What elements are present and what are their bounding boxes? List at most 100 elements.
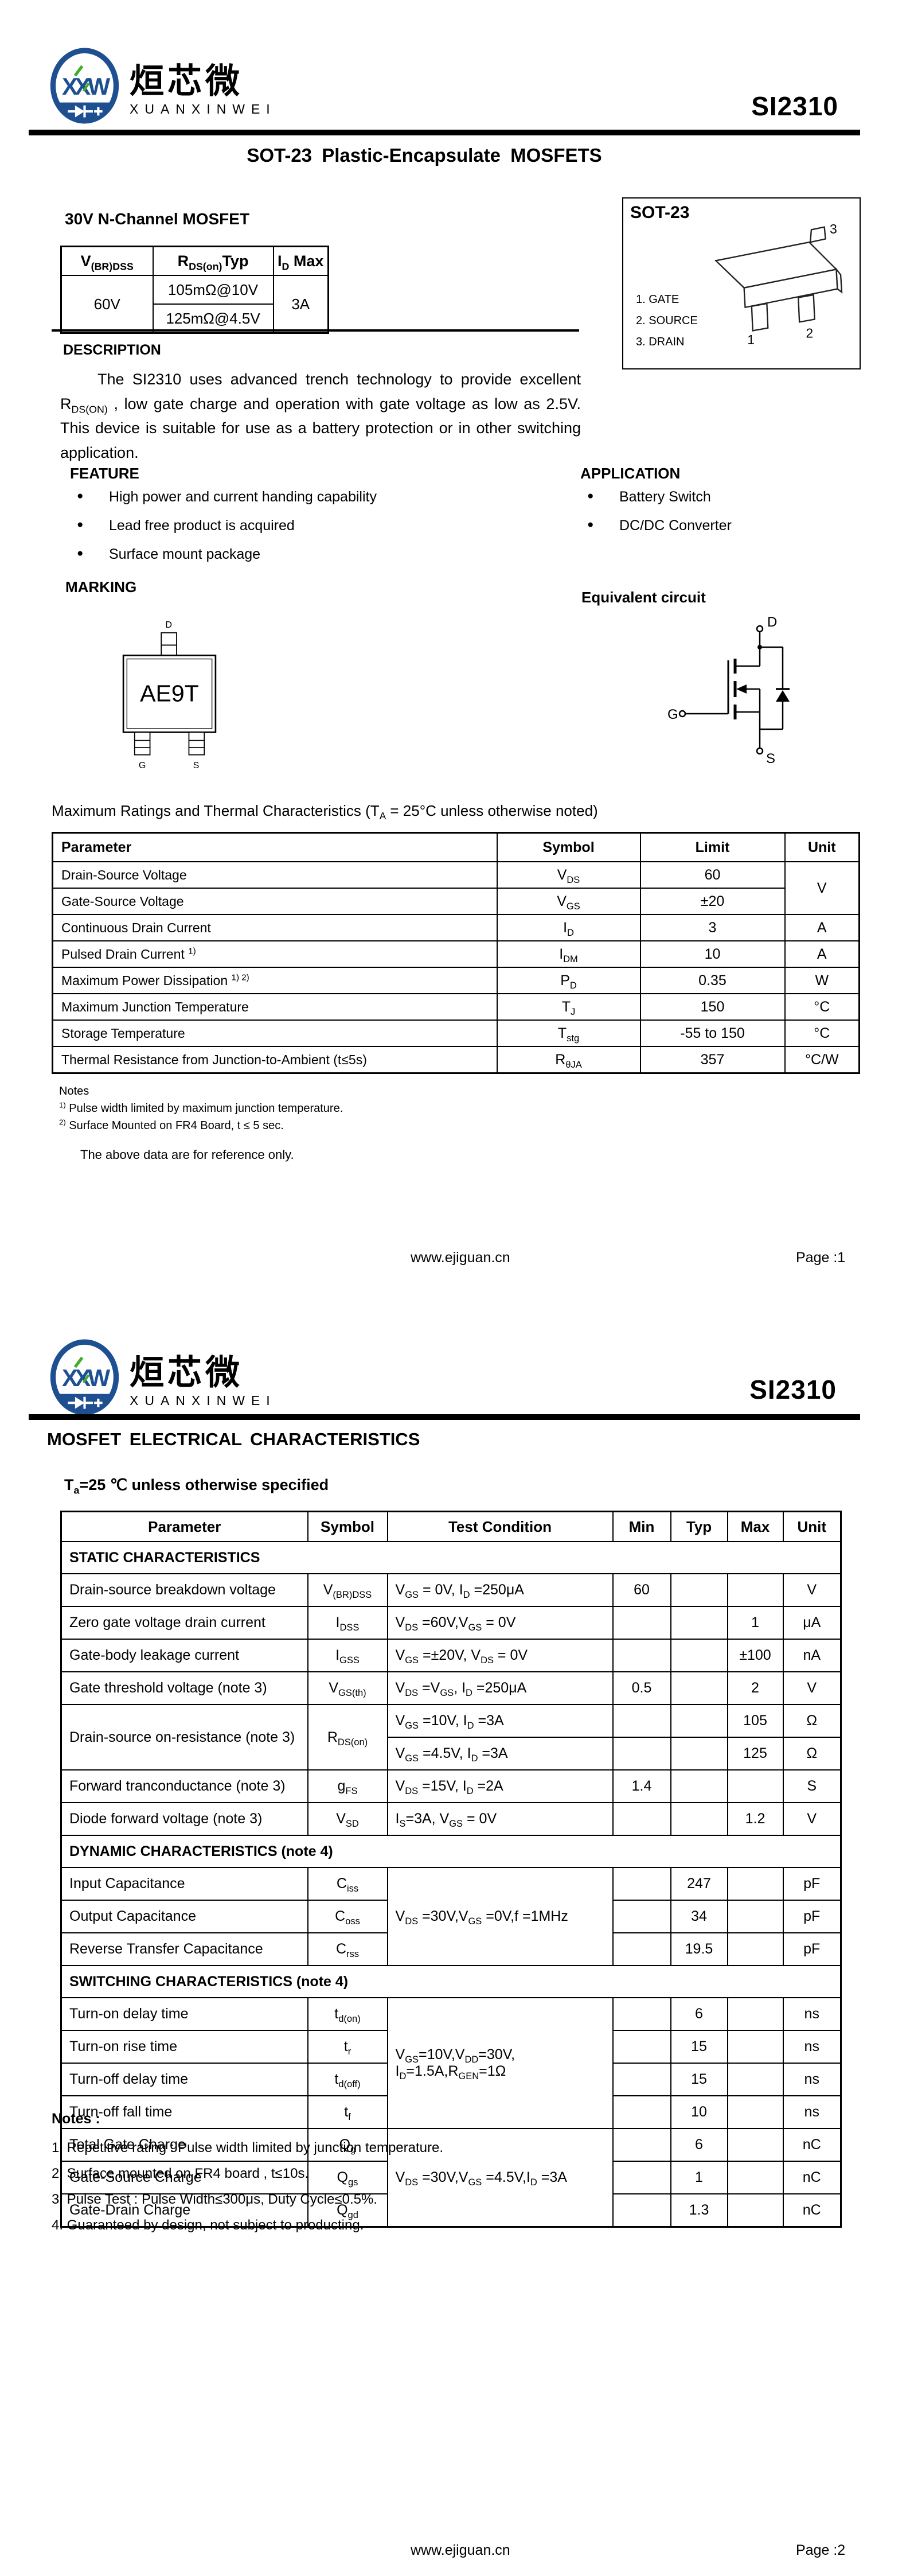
table-row: Diode forward voltage (note 3) VSD IS=3A… [60,1802,842,1836]
datasheet-page-2: XXW 烜芯微 XUANXINWEI SI2310 MOSFET ELECTRI… [0,1288,910,2576]
table-row: Pulsed Drain Current 1) IDM 10 A [52,940,860,968]
cell-max [727,2063,784,2096]
application-item: DC/DC Converter [584,517,825,534]
cell-unit: V [784,861,860,915]
cell-unit: Ω [782,1737,842,1770]
cell-max: 105 [727,1704,784,1738]
summary-rdson-cell-1: 105mΩ@10V [152,275,274,305]
summary-header-idmax: ID Max [272,246,329,276]
cell-symbol: Qg [307,2128,388,2162]
feature-item: High power and current handing capabilit… [73,489,509,505]
cell-unit: V [782,1573,842,1607]
cell-symbol: Ciss [307,1867,388,1901]
cell-unit: ns [782,2063,842,2096]
cell-param: Turn-on rise time [60,2030,308,2064]
section-divider [52,329,579,332]
feature-list: High power and current handing capabilit… [73,489,509,575]
ratings-header-symbol: Symbol [496,832,641,862]
cell-cond: VGS = 0V, ID =250μA [386,1573,614,1607]
cell-cond: VGS =4.5V, ID =3A [386,1737,614,1770]
cell-min [612,2063,671,2096]
cell-param: Continuous Drain Current [52,914,498,941]
cell-symbol: td(on) [307,1997,388,2031]
table-row: Zero gate voltage drain current IDSS VDS… [60,1606,842,1640]
cell-max: 2 [727,1671,784,1705]
cell-limit: ±20 [639,888,786,915]
table-row: Forward tranconductance (note 3) gFS VDS… [60,1769,842,1803]
cell-cond: VGS =±20V, VDS = 0V [386,1639,614,1672]
footer-url: www.ejiguan.cn [411,1250,510,1266]
marking-pin-d: D [165,620,172,630]
cell-typ: 15 [670,2063,728,2096]
logo-latin-text: XUANXINWEI [130,1392,276,1408]
cell-symbol: Qgd [307,2193,388,2228]
summary-table: V(BR)DSS RDS(on)Typ ID Max 60V 105mΩ@10V… [60,246,329,334]
package-pin-list: 1. GATE 2. SOURCE 3. DRAIN [636,289,698,353]
cell-symbol: TJ [496,993,641,1021]
cell-min [612,2193,671,2228]
cell-cond: VDS =30V,VGS =0V,f =1MHz [386,1867,614,1966]
cell-max [727,1997,784,2031]
header-rule [29,1414,860,1420]
note-line: 1) Pulse width limited by maximum juncti… [59,1100,343,1115]
summary-rdson-cell-2: 125mΩ@4.5V [152,303,274,334]
footer-page-number: Page :1 [796,1250,846,1266]
cell-min [612,1932,671,1966]
cell-min [612,1639,671,1672]
marking-heading: MARKING [65,578,137,596]
table-row: Total Gate Charge Qg VDS =30V,VGS =4.5V,… [60,2128,842,2228]
company-logo: XXW 烜芯微 XUANXINWEI [49,47,276,124]
cell-unit: °C [784,993,860,1021]
summary-row-2: 125mΩ@4.5V [61,303,329,334]
package-outline-box: SOT-23 1. GATE 2. SOURCE 3. DRAIN 3 1 2 [622,197,861,369]
notes-heading: Notes [59,1085,89,1098]
package-title: SOT-23 [630,203,690,222]
cell-max [727,2128,784,2162]
cell-typ: 34 [670,1900,728,1933]
cell-param: Maximum Junction Temperature [52,993,498,1021]
application-list: Battery Switch DC/DC Converter [584,489,825,546]
cell-unit: Ω [782,1704,842,1738]
footer-url: www.ejiguan.cn [411,2542,510,2558]
cell-max [727,1573,784,1607]
cell-unit: nA [782,1639,842,1672]
note-line: 3. Pulse Test : Pulse Width≤300μs, Duty … [52,2192,377,2207]
table-row: Gate-body leakage current IGSS VGS =±20V… [60,1639,842,1672]
table-row: Turn-on delay time td(on) VGS=10V,VDD=30… [60,1997,842,2129]
description-heading: DESCRIPTION [63,342,161,358]
cell-unit: pF [782,1932,842,1966]
test-condition-note: Ta=25 ℃ unless otherwise specified [64,1476,329,1496]
logo-wordmark: 烜芯微 XUANXINWEI [130,63,276,117]
section-row-switching: SWITCHING CHARACTERISTICS (note 4) [60,1965,842,1998]
cell-param: Pulsed Drain Current 1) [52,940,498,968]
pin1-number: 1 [747,332,755,347]
cell-typ: 6 [670,1997,728,2031]
cell-typ [670,1606,728,1640]
cell-min [612,1900,671,1933]
cell-min [612,1704,671,1738]
cell-cond: VGS=10V,VDD=30V, ID=1.5A,RGEN=1Ω [386,1997,614,2129]
cell-param: Zero gate voltage drain current [60,1606,308,1640]
cell-unit: A [784,940,860,968]
cell-typ: 247 [670,1867,728,1901]
header-test-condition: Test Condition [386,1511,614,1542]
marking-code: AE9T [140,680,199,707]
cell-typ [670,1737,728,1770]
cell-cond: VDS =15V, ID =2A [386,1769,614,1803]
cell-min: 1.4 [612,1769,671,1803]
cell-min [612,1867,671,1901]
cond-line-2: ID=1.5A,RGEN=1Ω [395,2063,506,2081]
cell-typ: 10 [670,2095,728,2129]
cell-max [727,2095,784,2129]
cell-param: Total Gate Charge [60,2128,308,2162]
cell-symbol: td(off) [307,2063,388,2096]
cell-param: Gate-Drain Charge [60,2193,308,2228]
cell-param: Turn-off fall time [60,2095,308,2129]
cell-param: Output Capacitance [60,1900,308,1933]
summary-idmax-cell: 3A [272,275,329,334]
cell-typ [670,1704,728,1738]
cell-param: Gate-Source Voltage [52,888,498,915]
header-unit: Unit [782,1511,842,1542]
notes-heading: Notes : [52,2111,100,2127]
cell-param: Drain-source breakdown voltage [60,1573,308,1607]
